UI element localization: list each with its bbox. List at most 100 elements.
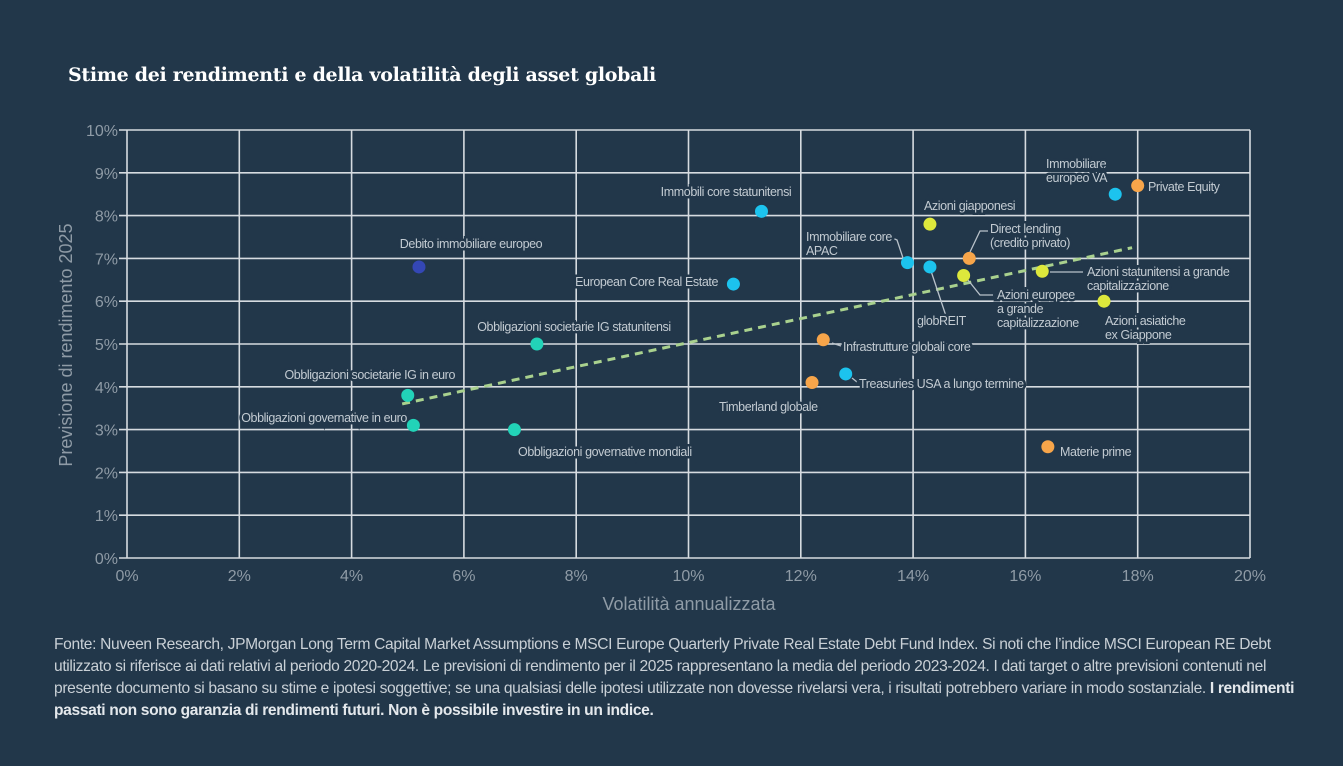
data-point: [1131, 179, 1145, 193]
y-tick-label: 10%: [86, 123, 118, 140]
x-axis-title: Volatilità annualizzata: [602, 594, 776, 614]
y-tick-label: 9%: [95, 166, 118, 183]
point-label: Immobili core statunitensi: [658, 183, 794, 202]
tick-labels: 0% 2% 4% 6% 8% 10% 12% 14% 16% 18% 20% 0% 1% 2% 3% 4% 5%…: [86, 123, 1266, 585]
data-point: [401, 388, 415, 402]
leader-line: [889, 236, 904, 259]
leader-line: [930, 270, 947, 317]
y-tick-label: 3%: [95, 423, 118, 440]
point-label-line: Infrastrutture globali core: [843, 340, 971, 354]
x-tick-label: 8%: [565, 568, 588, 585]
data-point: [1035, 264, 1049, 278]
data-point: [1108, 187, 1122, 201]
x-tick-label: 14%: [897, 568, 929, 585]
point-label-line: Obbligazioni governative mondiali: [518, 445, 692, 459]
grid: [119, 129, 1251, 559]
y-tick-label: 6%: [95, 294, 118, 311]
data-point: [412, 260, 426, 274]
source-footnote: Fonte: Nuveen Research, JPMorgan Long Te…: [54, 634, 1304, 722]
point-label: Obbligazioni societarie IG statunitensi: [475, 318, 674, 337]
x-tick-label: 16%: [1009, 568, 1041, 585]
point-label: Private Equity: [1146, 178, 1224, 197]
data-point: [507, 423, 521, 437]
point-label: Treasuries USA a lungo termine: [857, 375, 1028, 394]
point-label-line: Materie prime: [1060, 445, 1132, 459]
data-point: [406, 418, 420, 432]
point-label: Azioni giapponesi: [922, 197, 1019, 216]
point-label-line: globREIT: [917, 314, 967, 328]
point-label-line: europeo VA: [1046, 171, 1108, 185]
point-label-line: European Core Real Estate: [575, 275, 718, 289]
y-tick-label: 0%: [95, 551, 118, 568]
point-label: Direct lending(credito privato): [988, 220, 1074, 253]
x-tick-label: 12%: [785, 568, 817, 585]
point-label-line: Azioni statunitensi a grande: [1087, 265, 1230, 279]
point-label-line: Timberland globale: [719, 400, 818, 414]
leader-line: [851, 377, 858, 383]
data-point: [726, 277, 740, 291]
point-labels: Debito immobiliare europeo Immobili core …: [239, 155, 1233, 462]
data-point: [754, 204, 768, 218]
y-tick-label: 8%: [95, 209, 118, 226]
data-point: [923, 260, 937, 274]
y-tick-label: 1%: [95, 508, 118, 525]
x-tick-label: 0%: [115, 568, 138, 585]
point-label-line: Obbligazioni governative in euro: [241, 411, 407, 425]
x-tick-label: 18%: [1122, 568, 1154, 585]
point-label: Obbligazioni societarie IG in euro: [282, 366, 458, 385]
trendline: [401, 246, 1133, 406]
data-point: [923, 217, 937, 231]
point-label-line: APAC: [806, 244, 838, 258]
data-point: [957, 269, 971, 283]
point-label: European Core Real Estate: [573, 273, 722, 292]
x-tick-label: 4%: [340, 568, 363, 585]
point-label-line: Azioni europee: [997, 288, 1075, 302]
footnote-disclaimer: I rendimenti passati non sono garanzia d…: [54, 680, 1295, 719]
data-point: [805, 376, 819, 390]
point-label-line: capitalizzazione: [1087, 279, 1169, 293]
point-label-line: Obbligazioni societarie IG statunitensi: [477, 320, 671, 334]
point-label-line: Azioni asiatiche: [1105, 314, 1186, 328]
point-label-line: Debito immobiliare europeo: [400, 237, 543, 251]
data-point: [816, 333, 830, 347]
point-label: Materie prime: [1058, 443, 1135, 462]
point-label-line: Obbligazioni societarie IG in euro: [284, 368, 455, 382]
point-label: Obbligazioni governative in euro: [239, 409, 411, 428]
point-label: Timberland globale: [717, 398, 821, 417]
scatter-chart: Debito immobiliare europeo Immobili core …: [56, 123, 1266, 614]
leader-line: [967, 279, 993, 296]
point-label: Debito immobiliare europeo: [397, 235, 545, 254]
data-point: [900, 256, 914, 270]
point-label-line: Treasuries USA a lungo termine: [859, 377, 1024, 391]
point-label-line: Immobiliare core: [806, 230, 892, 244]
x-tick-label: 6%: [452, 568, 475, 585]
point-label-line: Private Equity: [1148, 180, 1221, 194]
point-label-line: a grande: [997, 302, 1044, 316]
leader-line: [969, 230, 988, 253]
point-label-line: Azioni giapponesi: [924, 199, 1015, 213]
leader-line: [831, 342, 842, 347]
trendline-path: [401, 246, 1133, 406]
data-point: [1097, 294, 1111, 308]
point-label-line: Direct lending: [990, 222, 1061, 236]
footnote-text: Fonte: Nuveen Research, JPMorgan Long Te…: [54, 636, 1271, 697]
point-label-line: (credito privato): [990, 236, 1070, 250]
point-label-line: Immobiliare: [1046, 157, 1107, 171]
data-point: [1041, 440, 1055, 454]
point-label: Obbligazioni governative mondiali: [516, 443, 695, 462]
y-tick-label: 7%: [95, 251, 118, 268]
y-tick-label: 2%: [95, 465, 118, 482]
point-label: Azioni statunitensi a grandecapitalizzaz…: [1085, 263, 1233, 296]
data-point: [962, 251, 976, 265]
point-label: globREIT: [915, 312, 970, 331]
x-tick-label: 20%: [1234, 568, 1266, 585]
x-tick-label: 2%: [228, 568, 251, 585]
y-axis-title: Previsione di rendimento 2025: [56, 223, 76, 466]
y-tick-label: 5%: [95, 337, 118, 354]
point-label: Infrastrutture globali core: [841, 338, 974, 357]
point-label-line: Immobili core statunitensi: [661, 185, 792, 199]
points: [401, 179, 1145, 454]
